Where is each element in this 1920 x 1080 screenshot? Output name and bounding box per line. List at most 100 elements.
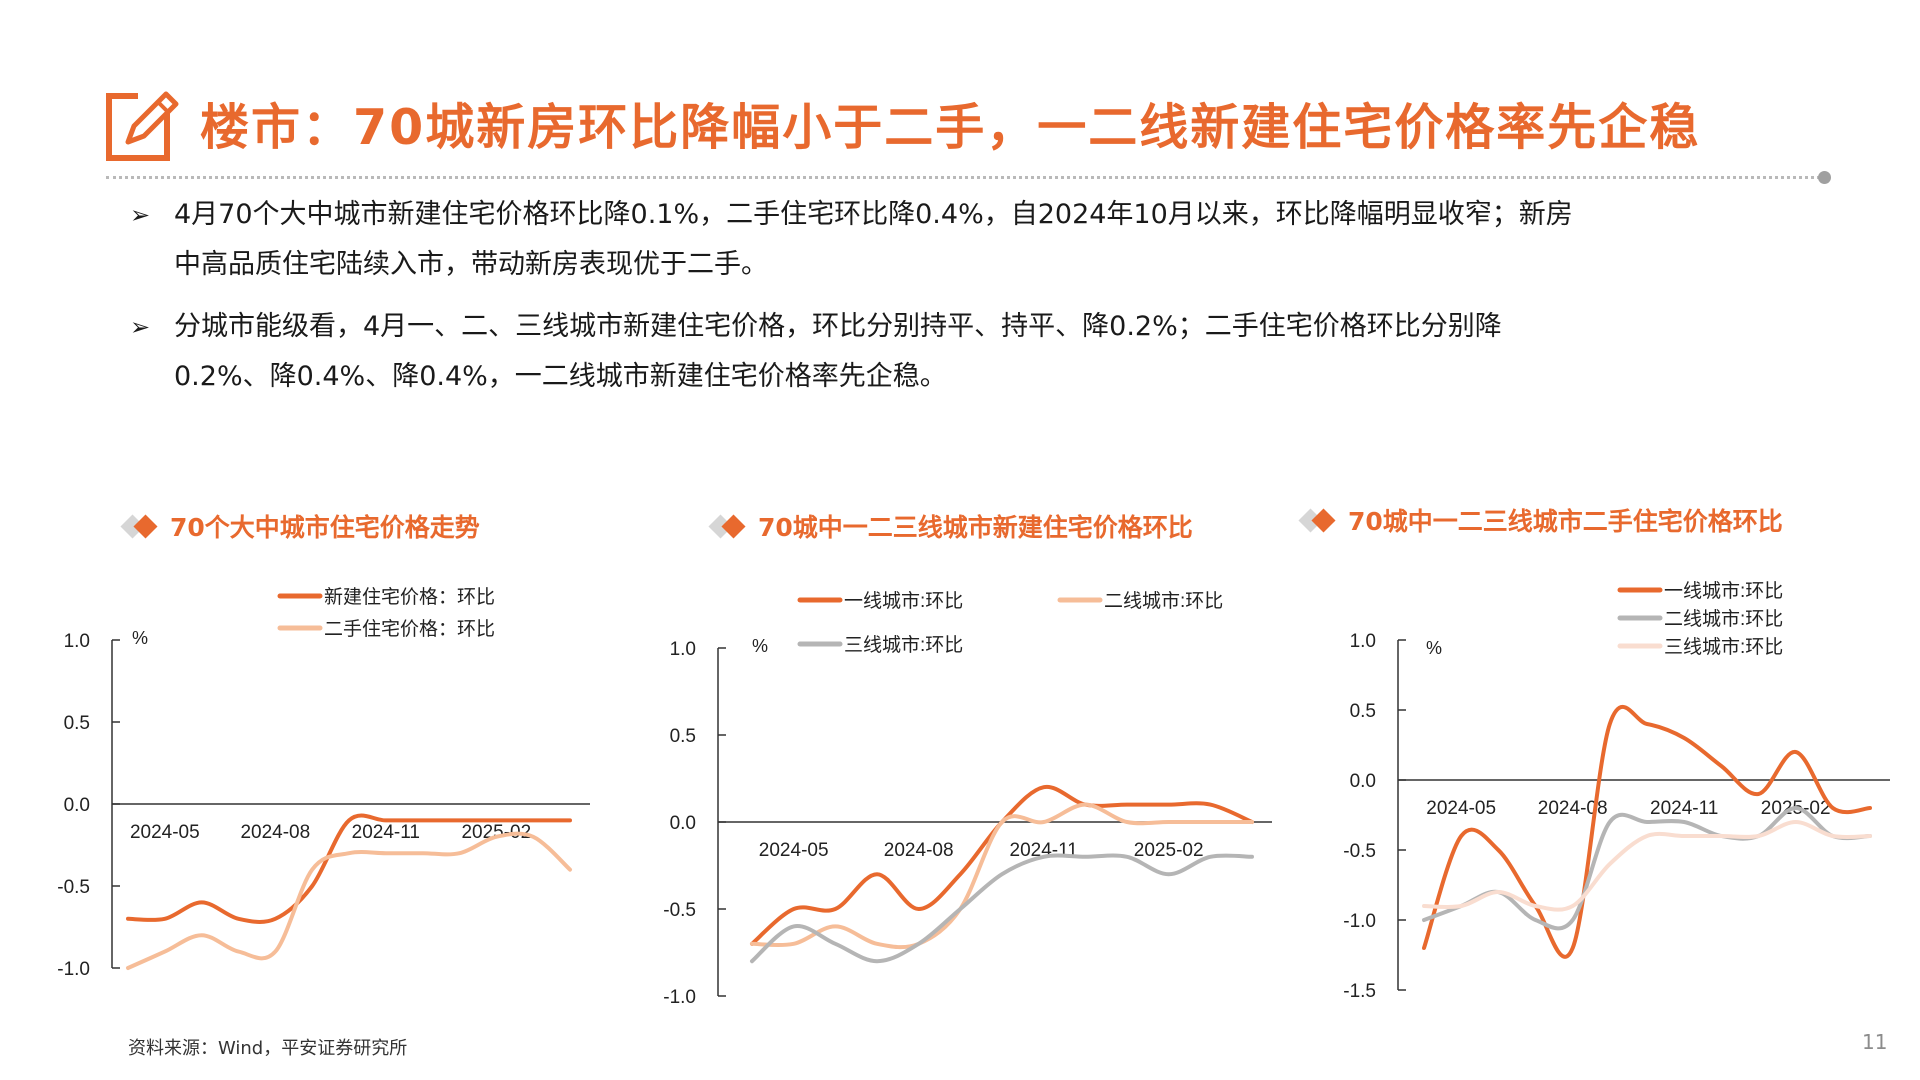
y-tick-label: -1.0: [1343, 911, 1376, 932]
chart-2-title: 70城中一二三线城市新建住宅价格环比: [758, 513, 1193, 542]
data-point: [834, 925, 837, 928]
data-point: [792, 908, 795, 910]
data-point: [1609, 863, 1611, 865]
y-tick-label: 0.0: [670, 813, 696, 834]
y-tick-label: 0.5: [64, 713, 90, 734]
source-note: 资料来源：Wind，平安证券研究所: [128, 1038, 408, 1059]
chart-2: 1.00.50.0-0.5-1.0%2024-05 2024-08 2024-11 2…: [663, 590, 1272, 1008]
bullet-line: 分城市能级看，4月一、二、三线城市新建住宅价格，环比分别持平、持平、降0.2%；…: [174, 311, 1502, 342]
data-point: [1646, 835, 1648, 837]
data-point: [1126, 803, 1128, 806]
data-point: [751, 943, 753, 945]
x-tick-label: 2024-05: [759, 840, 829, 861]
data-point: [1869, 807, 1871, 809]
data-point: [1209, 821, 1212, 823]
x-tick-label: 2024-08: [1538, 798, 1608, 819]
data-point: [1084, 856, 1087, 858]
y-tick-label: -0.5: [1343, 841, 1376, 862]
data-point: [421, 852, 424, 854]
series-line-3: [750, 853, 1254, 964]
chart-1-header: 70个大中城市住宅价格走势: [120, 508, 480, 544]
data-point: [495, 836, 498, 838]
data-point: [1423, 947, 1425, 949]
y-tick-label: 0.0: [64, 795, 90, 816]
orange-diamond-icon: [721, 513, 746, 539]
data-point: [751, 960, 753, 962]
orange-diamond-icon: [133, 513, 158, 539]
data-point: [311, 885, 313, 887]
data-point: [1720, 765, 1723, 767]
data-point: [237, 918, 240, 920]
data-point: [1209, 803, 1212, 806]
data-point: [792, 925, 795, 928]
data-point: [1794, 821, 1797, 823]
bullet-item: ➢ 4月70个大中城市新建住宅价格环比降0.1%，二手住宅环比降0.4%，自20…: [130, 190, 1830, 290]
orange-diamond-icon: [1311, 507, 1336, 533]
data-point: [1720, 835, 1723, 837]
data-point: [1042, 786, 1045, 788]
series-line-1: [1422, 705, 1872, 959]
x-tick-label: 2024-11: [352, 822, 420, 843]
data-point: [1794, 751, 1797, 753]
data-point: [164, 918, 166, 920]
legend-label: 新建住宅价格：环比: [324, 586, 495, 608]
data-point: [1460, 835, 1462, 837]
data-point: [1042, 856, 1045, 858]
data-point: [1167, 803, 1170, 806]
data-point: [1571, 919, 1574, 921]
legend-label: 三线城市:环比: [844, 634, 963, 656]
bullet-item: ➢ 分城市能级看，4月一、二、三线城市新建住宅价格，环比分别持平、持平、降0.2…: [130, 302, 1830, 402]
data-point: [348, 852, 350, 854]
data-point: [274, 918, 277, 920]
data-point: [311, 868, 313, 871]
legend-label: 二手住宅价格：环比: [324, 618, 495, 640]
data-point: [1794, 807, 1797, 809]
data-point: [1683, 737, 1685, 739]
data-point: [834, 908, 837, 910]
data-point: [876, 943, 878, 945]
data-point: [1209, 856, 1212, 858]
x-tick-label: 2024-08: [884, 840, 954, 861]
data-point: [1251, 821, 1253, 823]
unit-label: %: [1426, 638, 1442, 658]
y-tick-label: -0.5: [57, 877, 90, 898]
data-point: [1683, 821, 1685, 823]
x-tick-label: 2024-11: [1650, 798, 1718, 819]
chart-3-title: 70城中一二三线城市二手住宅价格环比: [1348, 507, 1783, 536]
data-point: [1497, 849, 1500, 851]
data-point: [127, 918, 129, 920]
data-point: [495, 819, 498, 822]
data-point: [1001, 821, 1003, 823]
data-point: [532, 819, 534, 822]
y-tick-label: 0.5: [1350, 701, 1376, 722]
data-point: [1167, 821, 1170, 823]
y-tick-label: 1.0: [64, 631, 90, 652]
legend-label: 三线城市:环比: [1664, 636, 1783, 658]
legend-label: 二线城市:环比: [1664, 608, 1783, 630]
data-point: [1460, 905, 1462, 907]
y-tick-label: -1.0: [663, 987, 696, 1008]
x-tick-label: 2024-08: [240, 822, 310, 843]
data-point: [1084, 803, 1087, 806]
bullet-line: 中高品质住宅陆续入市，带动新房表现优于二手。: [174, 249, 768, 280]
legend-label: 二线城市:环比: [1104, 590, 1223, 612]
data-point: [834, 943, 837, 945]
data-point: [1646, 723, 1648, 725]
title-divider: [106, 176, 1826, 179]
data-point: [876, 960, 878, 962]
x-tick-label: 2024-05: [130, 822, 200, 843]
data-point: [917, 908, 920, 910]
data-point: [127, 967, 129, 969]
y-tick-label: 1.0: [1350, 631, 1376, 652]
data-point: [421, 819, 424, 822]
page-title: 楼市：70城新房环比降幅小于二手，一二线新建住宅价格率先企稳: [200, 99, 1701, 156]
data-point: [1251, 856, 1253, 858]
y-tick-label: 1.0: [670, 639, 696, 660]
data-point: [959, 873, 962, 875]
data-point: [1042, 821, 1045, 823]
data-point: [1609, 821, 1611, 823]
data-point: [532, 836, 534, 838]
x-tick-label: 2024-05: [1426, 798, 1496, 819]
data-point: [1757, 793, 1760, 795]
data-point: [569, 868, 571, 871]
